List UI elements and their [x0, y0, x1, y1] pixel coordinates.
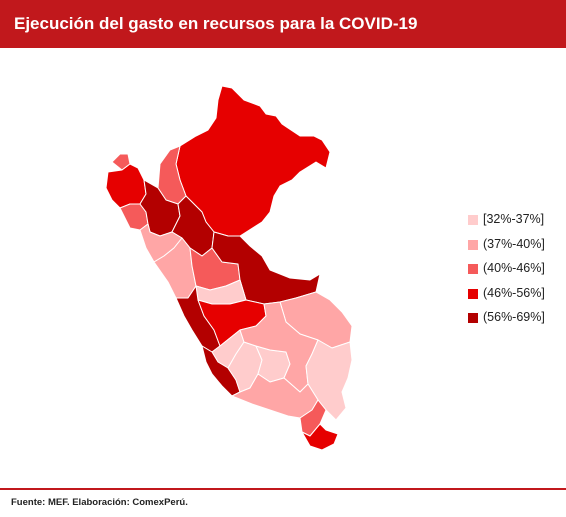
- legend-label: (37%-40%]: [483, 236, 545, 251]
- legend-label: [32%-37%]: [483, 212, 545, 226]
- title-bar: Ejecución del gasto en recursos para la …: [0, 0, 566, 48]
- region-puno: [305, 339, 353, 421]
- footer-divider: [0, 488, 566, 490]
- legend-swatch: [468, 215, 478, 225]
- region-tumbes: [111, 153, 131, 171]
- legend-label: (46%-56%]: [483, 285, 545, 300]
- legend-label: (40%-46%]: [483, 261, 545, 275]
- legend-swatch: [468, 313, 478, 323]
- region-tacna: [301, 423, 339, 451]
- region-piura: [105, 163, 147, 209]
- legend-swatch: [468, 288, 478, 299]
- page-title: Ejecución del gasto en recursos para la …: [14, 14, 418, 33]
- source-note: Fuente: MEF. Elaboración: ComexPerú.: [11, 497, 188, 508]
- legend-label: (56%-69%]: [483, 310, 545, 324]
- legend-swatch: [468, 264, 478, 274]
- peru-choropleth-map: [105, 85, 353, 451]
- legend-swatch: [468, 239, 478, 250]
- region-arequipa: [231, 373, 319, 419]
